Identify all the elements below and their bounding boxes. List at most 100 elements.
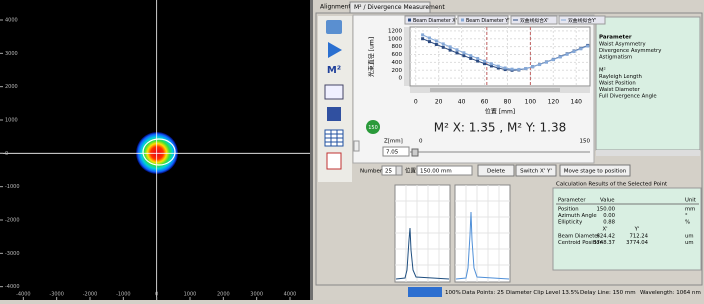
- data-point: [421, 37, 424, 40]
- legend-label[interactable]: 双曲线拟合Y': [568, 17, 596, 24]
- table-cell: 0.00: [603, 213, 615, 219]
- table-cell: Azimuth Angle: [558, 213, 597, 219]
- data-point: [428, 40, 431, 43]
- y-tick-label: 1000: [5, 118, 18, 124]
- y-tick-label: 2000: [5, 84, 18, 90]
- data-point: [421, 33, 424, 36]
- icon-settings[interactable]: [326, 20, 342, 34]
- table-cell: 712.24: [629, 234, 648, 240]
- table-title: Calculation Results of the Selected Poin…: [556, 182, 668, 188]
- icon-pdf[interactable]: [327, 153, 341, 169]
- data-point: [476, 57, 479, 60]
- button-label[interactable]: Move stage to position: [564, 169, 627, 175]
- z-slider-thumb[interactable]: [412, 149, 418, 156]
- z-label: Z[mm]: [384, 139, 403, 145]
- x-tick-label: -3000: [49, 292, 64, 298]
- data-point: [531, 65, 534, 68]
- y-tick-label: -3000: [5, 251, 20, 257]
- x-tick-label: 100: [525, 99, 537, 106]
- tab[interactable]: Alignment: [320, 4, 351, 11]
- param-row: Waist Position: [599, 81, 636, 87]
- table-cell: 624.42: [596, 234, 615, 240]
- param-row: Waist Asymmetry: [599, 42, 646, 48]
- h-scroll-thumb[interactable]: [430, 88, 560, 92]
- icon-save[interactable]: [327, 107, 341, 121]
- status-item: Delay Line: 150 mm: [580, 290, 636, 296]
- data-point: [476, 60, 479, 63]
- x-tick-label: -2000: [83, 292, 98, 298]
- table-cell: 3774.04: [626, 240, 649, 246]
- table-cell: 0.88: [603, 220, 615, 226]
- table-header: Y': [634, 227, 640, 233]
- data-point: [483, 60, 486, 63]
- icon-scan[interactable]: [325, 85, 343, 99]
- position-label: 位置: [405, 167, 417, 175]
- z-max: 150: [580, 139, 591, 145]
- table-cell: mm: [685, 207, 695, 213]
- param-scroll[interactable]: [596, 150, 700, 156]
- param-row: Waist Diameter: [599, 87, 641, 93]
- data-point: [449, 45, 452, 48]
- data-point: [579, 47, 582, 50]
- status-item: Data Points: 25: [462, 290, 505, 296]
- x-tick-label: 0: [155, 292, 158, 298]
- data-point: [449, 49, 452, 52]
- x-tick-label: 40: [458, 99, 466, 106]
- x-axis-label: 位置 [mm]: [485, 108, 515, 116]
- y-axis-label: 光束直径 [um]: [368, 37, 376, 77]
- table-cell: 3748.37: [593, 240, 615, 246]
- data-point: [442, 42, 445, 45]
- tab[interactable]: M² / Divergence Measurement: [354, 4, 445, 11]
- icon-m2[interactable]: M²: [327, 65, 341, 76]
- collapse-button[interactable]: [354, 141, 359, 151]
- progress-text: 100%: [445, 290, 461, 296]
- x-tick-label: 140: [571, 99, 583, 106]
- app-window: -4000-3000-2000-100001000200030004000-40…: [0, 0, 704, 300]
- y-tick-label: 4000: [5, 18, 18, 24]
- param-header: Parameter: [599, 35, 632, 41]
- data-point: [538, 63, 541, 66]
- y-tick-label: 0: [399, 76, 403, 82]
- button-label[interactable]: Delete: [487, 169, 506, 175]
- y-tick-label: -1000: [5, 184, 20, 190]
- y-tick-label: -4000: [5, 284, 20, 290]
- table-cell: Ellipticity: [558, 220, 582, 226]
- param-row: M²: [599, 66, 606, 73]
- table-cell: um: [685, 240, 694, 246]
- data-point: [504, 66, 507, 69]
- data-point: [545, 61, 548, 64]
- data-point: [517, 68, 520, 71]
- y-tick-label: 400: [392, 60, 403, 66]
- data-point: [428, 37, 431, 40]
- data-point: [462, 54, 465, 57]
- x-tick-label: 120: [548, 99, 560, 106]
- y-tick-label: 800: [392, 44, 403, 50]
- plot-area: [410, 27, 590, 86]
- z-value[interactable]: 7.05: [386, 150, 399, 156]
- number-label: Number: [360, 169, 383, 175]
- table-header: Unit: [685, 198, 696, 204]
- legend-label[interactable]: Beam Diameter X': [413, 18, 457, 24]
- data-point: [469, 54, 472, 57]
- badge-text: 150: [368, 125, 378, 131]
- splitter[interactable]: [310, 0, 313, 300]
- y-tick-label: 600: [392, 52, 403, 58]
- data-point: [586, 45, 589, 48]
- data-point: [490, 62, 493, 65]
- data-point: [524, 67, 527, 70]
- param-row: Astigmatism: [599, 55, 632, 61]
- button-label[interactable]: Switch X' Y': [520, 169, 552, 175]
- data-point: [552, 58, 555, 61]
- x-tick-label: 80: [504, 99, 512, 106]
- number-spin[interactable]: [396, 166, 402, 175]
- table-cell: um: [685, 234, 694, 240]
- number-value[interactable]: 25: [385, 169, 392, 175]
- legend-label[interactable]: Beam Diameter Y': [466, 18, 510, 24]
- table-cell: Beam Diameter: [558, 234, 601, 240]
- x-tick-label: 2000: [217, 292, 230, 298]
- data-point: [456, 48, 459, 51]
- position-value[interactable]: 150.00 mm: [420, 169, 452, 175]
- legend-label[interactable]: 双曲线拟合X': [520, 17, 549, 24]
- legend-swatch: [408, 19, 411, 22]
- v-scroll[interactable]: [404, 27, 409, 86]
